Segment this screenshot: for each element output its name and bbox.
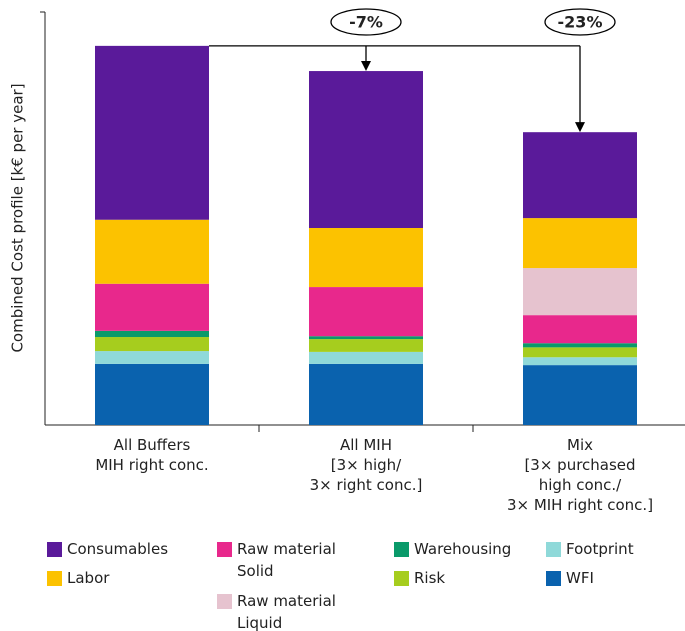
legend-item: Raw material Solid xyxy=(217,538,347,582)
bar-segment xyxy=(523,347,637,358)
bar-segment xyxy=(309,351,423,364)
legend-item: Footprint xyxy=(546,538,676,560)
annotation: -7% xyxy=(349,13,383,32)
annotation: -23% xyxy=(558,13,603,32)
legend-label: Raw material Liquid xyxy=(237,592,336,631)
annotation-bubble xyxy=(544,8,616,36)
bar-segment xyxy=(309,336,423,340)
legend-label: Warehousing xyxy=(414,540,512,558)
bar-segment xyxy=(523,365,637,425)
bar-segment xyxy=(523,132,637,219)
legend-item: Labor xyxy=(47,567,177,589)
bar-segment xyxy=(523,268,637,316)
arrow-head xyxy=(575,122,585,133)
legend-item: WFI xyxy=(546,567,676,589)
bar-segment xyxy=(309,71,423,228)
bar-segment xyxy=(523,315,637,344)
x-tick-label: All MIH [3× high/ 3× right conc.] xyxy=(309,436,423,494)
bar-segment xyxy=(95,363,209,425)
x-tick-label: All Buffers MIH right conc. xyxy=(95,436,209,474)
legend-swatch xyxy=(47,571,62,586)
legend-swatch xyxy=(394,542,409,557)
legend-swatch xyxy=(546,571,561,586)
legend-swatch xyxy=(217,542,232,557)
legend-label: Raw material Solid xyxy=(237,540,336,580)
legend-swatch xyxy=(546,542,561,557)
legend-item: Risk xyxy=(394,567,524,589)
bar-segment xyxy=(95,45,209,220)
legend-label: Risk xyxy=(414,569,446,587)
annotation-bubble xyxy=(330,8,402,36)
bar-segment xyxy=(95,337,209,352)
bar-segment xyxy=(309,339,423,352)
legend-item: Consumables xyxy=(47,538,177,560)
legend-swatch xyxy=(394,571,409,586)
bar-segment xyxy=(523,343,637,348)
y-axis-label: Combined Cost profile [k€ per year] xyxy=(9,83,27,352)
legend-item: Raw material Liquid xyxy=(217,590,347,631)
legend-label: Consumables xyxy=(67,540,169,558)
legend-swatch xyxy=(47,542,62,557)
bar-segment xyxy=(523,218,637,269)
bar-segment xyxy=(309,287,423,337)
arrow-head xyxy=(361,61,371,72)
legend-swatch xyxy=(217,594,232,609)
bar-segment xyxy=(95,283,209,331)
bar-segment xyxy=(95,219,209,284)
bar-segment xyxy=(95,330,209,338)
bar-segment xyxy=(309,227,423,288)
x-tick-label: Mix [3× purchased high conc./ 3× MIH rig… xyxy=(506,436,654,514)
legend-label: Labor xyxy=(67,569,110,587)
legend-label: Footprint xyxy=(566,540,634,558)
legend-label: WFI xyxy=(566,569,594,587)
bar-segment xyxy=(95,351,209,364)
bar-segment xyxy=(309,363,423,425)
legend-item: Warehousing xyxy=(394,538,524,560)
bar-segment xyxy=(523,357,637,366)
